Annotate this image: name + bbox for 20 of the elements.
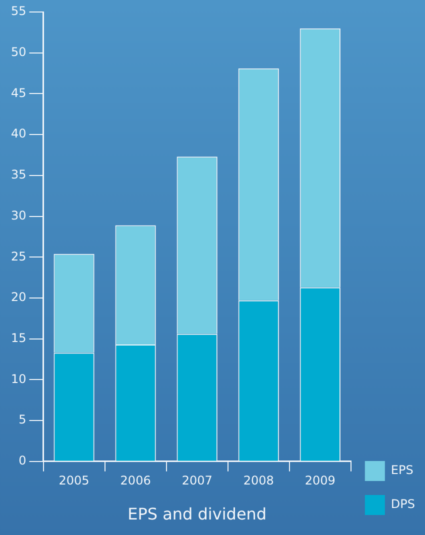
x-tick-label: 2006: [120, 474, 151, 488]
y-tick-label: 30: [10, 208, 26, 222]
x-tick-label: 2008: [243, 474, 274, 488]
y-tick-label: 15: [10, 330, 26, 345]
legend-label: EPS: [390, 463, 414, 478]
y-tick-label: 25: [10, 249, 26, 264]
y-tick-label: 35: [10, 168, 26, 182]
y-tick-label: 0: [18, 454, 26, 468]
y-tick-label: 5: [18, 412, 26, 427]
y-tick-label: 10: [10, 372, 26, 386]
x-tick-label: 2007: [182, 474, 212, 488]
x-tick-label: 2005: [58, 474, 90, 488]
legend-label: DPS: [390, 497, 415, 512]
y-tick-label: 45: [10, 86, 26, 100]
y-tick-label: 55: [10, 4, 26, 18]
y-tick-label: 50: [10, 44, 26, 59]
y-tick-label: 20: [10, 290, 26, 304]
x-tick-label: 2009: [304, 474, 336, 488]
x-axis-title: EPS and dividend: [128, 504, 267, 524]
y-tick-label: 40: [10, 126, 26, 141]
